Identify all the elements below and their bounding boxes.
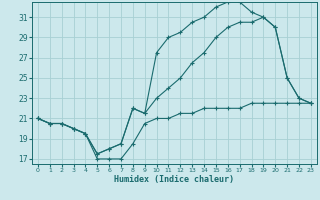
X-axis label: Humidex (Indice chaleur): Humidex (Indice chaleur) bbox=[115, 175, 234, 184]
